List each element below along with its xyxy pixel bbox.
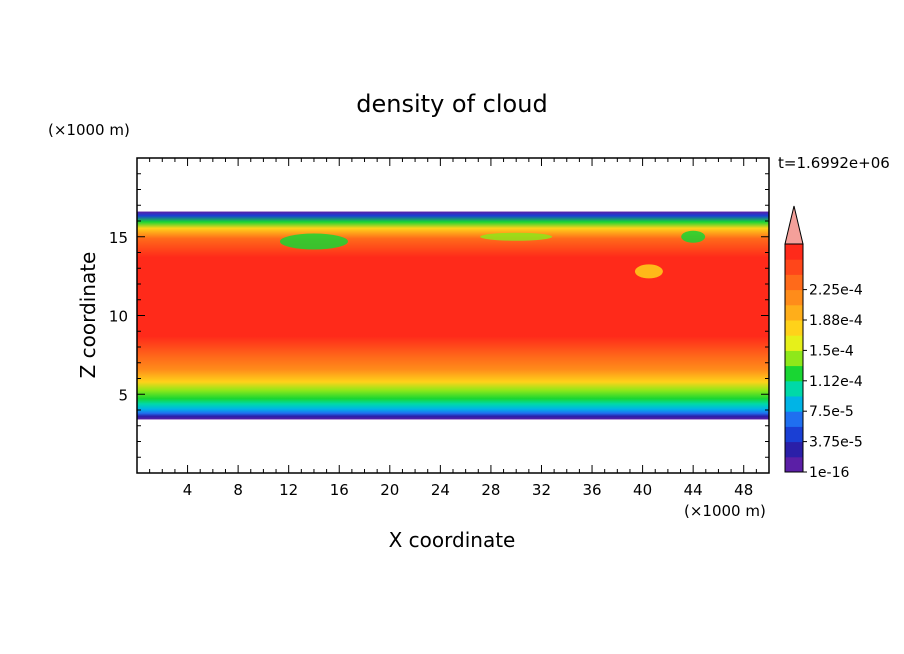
cloud-eddy: [681, 230, 706, 243]
colorbar-swatch: [785, 259, 803, 275]
colorbar-swatch: [785, 274, 803, 291]
colorbar-swatch: [785, 304, 803, 321]
colorbar: 1e-16 3.75e-5 7.5e-5 1.12e-4 1.5e-4 1.88e-4 2.…: [784, 205, 863, 481]
x-tick-label: 4: [183, 481, 193, 499]
colorbar-label: 1e-16: [809, 465, 849, 481]
x-tick-label: 36: [582, 481, 601, 499]
x-tick-label: 8: [233, 481, 243, 499]
y-axis-label: Z coordinate: [76, 252, 100, 379]
colorbar-label: 1.88e-4: [809, 313, 863, 329]
colorbar-swatch: [785, 380, 803, 397]
x-tick-label: 20: [380, 481, 399, 499]
colorbar-label: 1.5e-4: [809, 343, 854, 359]
y-tick-label: 10: [109, 308, 128, 326]
colorbar-label: 1.12e-4: [809, 374, 863, 390]
y-unit-label: (×1000 m): [48, 121, 130, 139]
cloud-eddy: [480, 232, 553, 241]
colorbar-swatch: [785, 244, 803, 260]
colorbar-label: 3.75e-5: [809, 435, 863, 451]
colorbar-label: 7.5e-5: [809, 404, 854, 420]
x-tick-label: 12: [279, 481, 298, 499]
x-tick-label: 32: [532, 481, 551, 499]
chart-title: density of cloud: [356, 90, 547, 118]
cloud-layer: [137, 211, 769, 420]
x-tick-label: 48: [734, 481, 753, 499]
colorbar-swatch: [785, 441, 803, 458]
colorbar-swatch: [785, 320, 803, 336]
y-tick-label: 5: [118, 386, 128, 404]
y-axis: 5 10 15: [109, 173, 769, 458]
colorbar-swatch: [785, 365, 803, 382]
colorbar-extend-arrow: [784, 205, 804, 245]
x-tick-label: 40: [633, 481, 652, 499]
colorbar-swatch: [785, 335, 803, 351]
cloud-eddy: [279, 233, 348, 250]
colorbar-swatch: [785, 350, 803, 367]
colorbar-swatch: [785, 396, 803, 412]
colorbar-swatch: [785, 426, 803, 443]
x-tick-label: 16: [330, 481, 349, 499]
time-label: t=1.6992e+06: [778, 154, 890, 172]
x-tick-label: 28: [481, 481, 500, 499]
cloud-eddy: [634, 264, 663, 279]
colorbar-swatch: [785, 289, 803, 306]
x-tick-label: 44: [684, 481, 703, 499]
colorbar-label: 2.25e-4: [809, 283, 863, 299]
colorbar-swatch: [785, 456, 803, 473]
x-unit-label: (×1000 m): [684, 502, 766, 520]
y-tick-label: 15: [109, 229, 128, 247]
x-axis-label: X coordinate: [389, 528, 516, 552]
colorbar-swatch: [785, 411, 803, 427]
colorbar-frame: [784, 243, 804, 473]
x-tick-label: 24: [431, 481, 450, 499]
x-axis: 4 8 12 16 20 24 28 32 36 40 44 48: [149, 158, 757, 499]
cloud-field: [137, 211, 769, 420]
